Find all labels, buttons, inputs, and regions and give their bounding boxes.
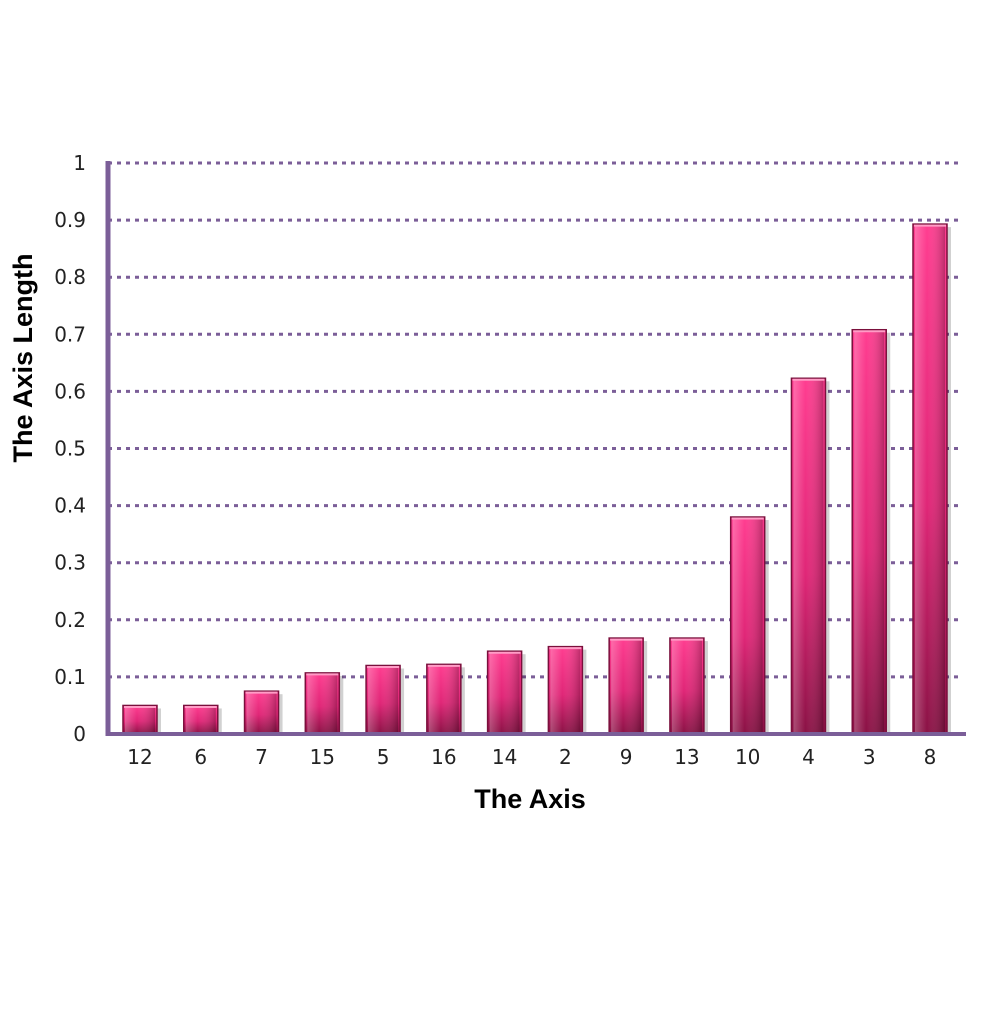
bar-highlight	[915, 226, 945, 733]
y-tick-label: 0.7	[54, 322, 86, 346]
y-tick-label: 0.3	[54, 551, 86, 575]
bar-highlight	[671, 640, 702, 732]
bar-highlight	[246, 693, 277, 732]
bar-highlight	[611, 640, 642, 732]
bar-highlight	[550, 648, 581, 732]
bar-highlight	[368, 667, 399, 732]
x-tick-label: 9	[620, 745, 633, 769]
x-tick-label: 13	[674, 745, 699, 769]
bar-highlight	[307, 674, 338, 732]
y-tick-label: 0.2	[54, 608, 86, 632]
y-tick-label: 0.5	[54, 437, 86, 461]
x-tick-label: 7	[255, 745, 268, 769]
x-tick-labels: 12 6 7 15 5 16 14 2 9 13 10 4 3 8	[127, 745, 936, 769]
gridlines	[108, 161, 958, 679]
bar-highlight	[185, 707, 216, 732]
bar-highlight	[428, 666, 459, 732]
x-tick-label: 10	[735, 745, 760, 769]
y-tick-label: 0.1	[54, 665, 86, 689]
bars	[122, 223, 951, 735]
x-tick-label: 12	[127, 745, 152, 769]
y-tick-label: 1	[73, 151, 86, 175]
x-tick-label: 8	[924, 745, 937, 769]
bar-highlight	[125, 707, 155, 732]
bar-highlight	[732, 519, 763, 732]
y-tick-labels: 0 0.1 0.2 0.3 0.4 0.5 0.6 0.7 0.8 0.9 1	[54, 151, 86, 746]
x-axis-title: The Axis	[474, 784, 586, 814]
y-tick-label: 0.9	[54, 208, 86, 232]
y-axis-title: The Axis Length	[8, 253, 38, 462]
y-tick-label: 0.8	[54, 265, 86, 289]
x-tick-label: 6	[194, 745, 207, 769]
axes	[105, 161, 966, 736]
bar-highlight	[793, 380, 824, 732]
x-tick-label: 14	[492, 745, 517, 769]
x-tick-label: 3	[863, 745, 876, 769]
y-tick-label: 0	[73, 722, 86, 746]
bar-highlight	[854, 331, 885, 732]
x-tick-label: 4	[802, 745, 815, 769]
bar-highlight	[489, 653, 520, 732]
x-tick-label: 2	[559, 745, 572, 769]
x-tick-label: 16	[431, 745, 456, 769]
x-tick-label: 5	[377, 745, 390, 769]
y-tick-label: 0.4	[54, 494, 86, 518]
y-tick-label: 0.6	[54, 379, 86, 403]
x-tick-label: 15	[310, 745, 335, 769]
